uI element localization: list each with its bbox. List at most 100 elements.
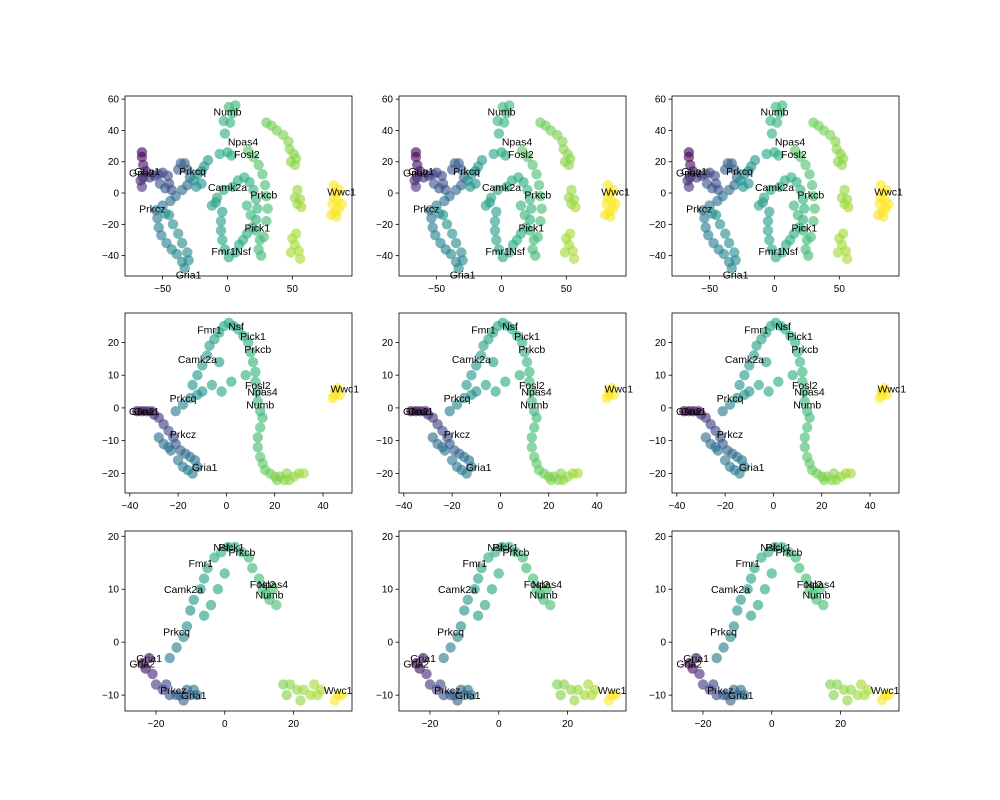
gene-label: Fmr1 (471, 324, 496, 336)
gene-label: Nsf (213, 542, 229, 554)
scatter-point (761, 148, 772, 160)
gene-label: Fosl2 (508, 149, 534, 161)
scatter-point (799, 203, 810, 214)
gene-label: Wwc1 (874, 187, 903, 199)
scatter-point (531, 412, 542, 423)
scatter-point (471, 386, 482, 397)
y-tick-label: 60 (108, 95, 120, 106)
scatter-point (749, 155, 761, 166)
scatter-point (430, 230, 441, 241)
x-tick-label: 20 (288, 719, 300, 730)
scatter-point (607, 184, 619, 196)
gene-label: Gria1 (134, 406, 160, 418)
scatter-point (427, 432, 438, 443)
scatter-point (762, 216, 774, 227)
y-tick-label: 0 (113, 403, 119, 414)
scatter-point (700, 222, 711, 233)
scatter-point (447, 228, 458, 239)
y-tick-label: 20 (382, 338, 394, 349)
gene-label: Fosl2 (781, 149, 807, 161)
x-tick-label: −20 (444, 501, 461, 512)
scatter-point (171, 248, 183, 260)
scatter-point (336, 198, 347, 210)
scatter-point (285, 156, 297, 167)
gene-label: Numb (760, 107, 788, 119)
scatter-point (874, 198, 885, 210)
x-tick-label: 0 (499, 284, 505, 295)
scatter-point (261, 216, 272, 227)
y-tick-label: 10 (382, 585, 394, 596)
scatter-point (566, 184, 577, 196)
scatter-point (765, 115, 776, 127)
scatter-point (195, 584, 206, 595)
scatter-point (700, 432, 711, 443)
y-tick-label: 20 (655, 157, 667, 168)
scatter-point (744, 386, 755, 397)
scatter-point (794, 356, 806, 368)
gene-label: Pick1 (787, 331, 813, 343)
scatter-point (797, 366, 808, 378)
gene-label: Npas4 (775, 136, 806, 148)
gene-label: Nsf (782, 246, 798, 258)
scatter-point (256, 250, 267, 261)
scatter-point (559, 156, 571, 167)
scatter-point (441, 219, 453, 230)
scatter-point (424, 205, 436, 216)
y-tick-label: 20 (108, 532, 120, 543)
scatter-point (762, 225, 774, 236)
scatter-point (500, 376, 511, 387)
scatter-point (795, 184, 806, 196)
gene-label: Camk2a (725, 354, 764, 366)
scatter-point (839, 184, 850, 196)
scatter-point (514, 370, 525, 381)
gene-label: Fosl2 (797, 579, 823, 591)
scatter-point (515, 200, 527, 211)
scatter-points (682, 100, 894, 274)
scatter-point (147, 668, 158, 680)
gene-label: Gria1 (681, 166, 707, 178)
scatter-point (187, 379, 198, 391)
scatter-point (770, 101, 781, 113)
gene-label: Gria2 (129, 406, 155, 418)
y-tick-label: 0 (113, 638, 119, 649)
scatter-point (504, 247, 515, 258)
scatter-point (777, 247, 788, 258)
x-tick-label: −20 (694, 719, 711, 730)
scatter-points (411, 541, 621, 706)
scatter-point (329, 695, 340, 706)
scatter-point (476, 155, 488, 166)
gene-label: Pick1 (791, 223, 817, 235)
scatter-point (790, 552, 801, 563)
gene-label: Pick1 (518, 223, 544, 235)
gene-label: Prkcz (170, 429, 196, 441)
scatter-point (252, 203, 263, 214)
gene-label: Prkcb (797, 190, 824, 202)
scatter-point (226, 150, 237, 161)
scatter-point (526, 203, 537, 214)
scatter-point (421, 668, 432, 680)
scatter-point (792, 209, 803, 221)
scatter-point (535, 191, 546, 202)
scatter-point (448, 689, 460, 701)
scatter-point (197, 386, 208, 397)
scatter-point (202, 562, 213, 574)
scatter-point (295, 695, 306, 706)
scatter-point (179, 263, 190, 274)
scatter-point (489, 216, 501, 227)
scatter-point (176, 184, 188, 196)
scatter-point (281, 468, 292, 479)
scatter-point (167, 219, 179, 230)
scatter-point (721, 689, 733, 701)
scatter-point (738, 181, 749, 192)
gene-label: Fosl2 (234, 149, 260, 161)
scatter-point (719, 455, 731, 466)
x-tick-label: −40 (668, 501, 685, 512)
scatter-point (206, 379, 218, 391)
scatter-point (517, 337, 528, 348)
scatter-point (752, 599, 764, 611)
scatter-point (176, 237, 188, 249)
gene-label: Gria1 (134, 166, 160, 178)
scatter-point (410, 181, 422, 192)
scatter-points (684, 541, 894, 706)
